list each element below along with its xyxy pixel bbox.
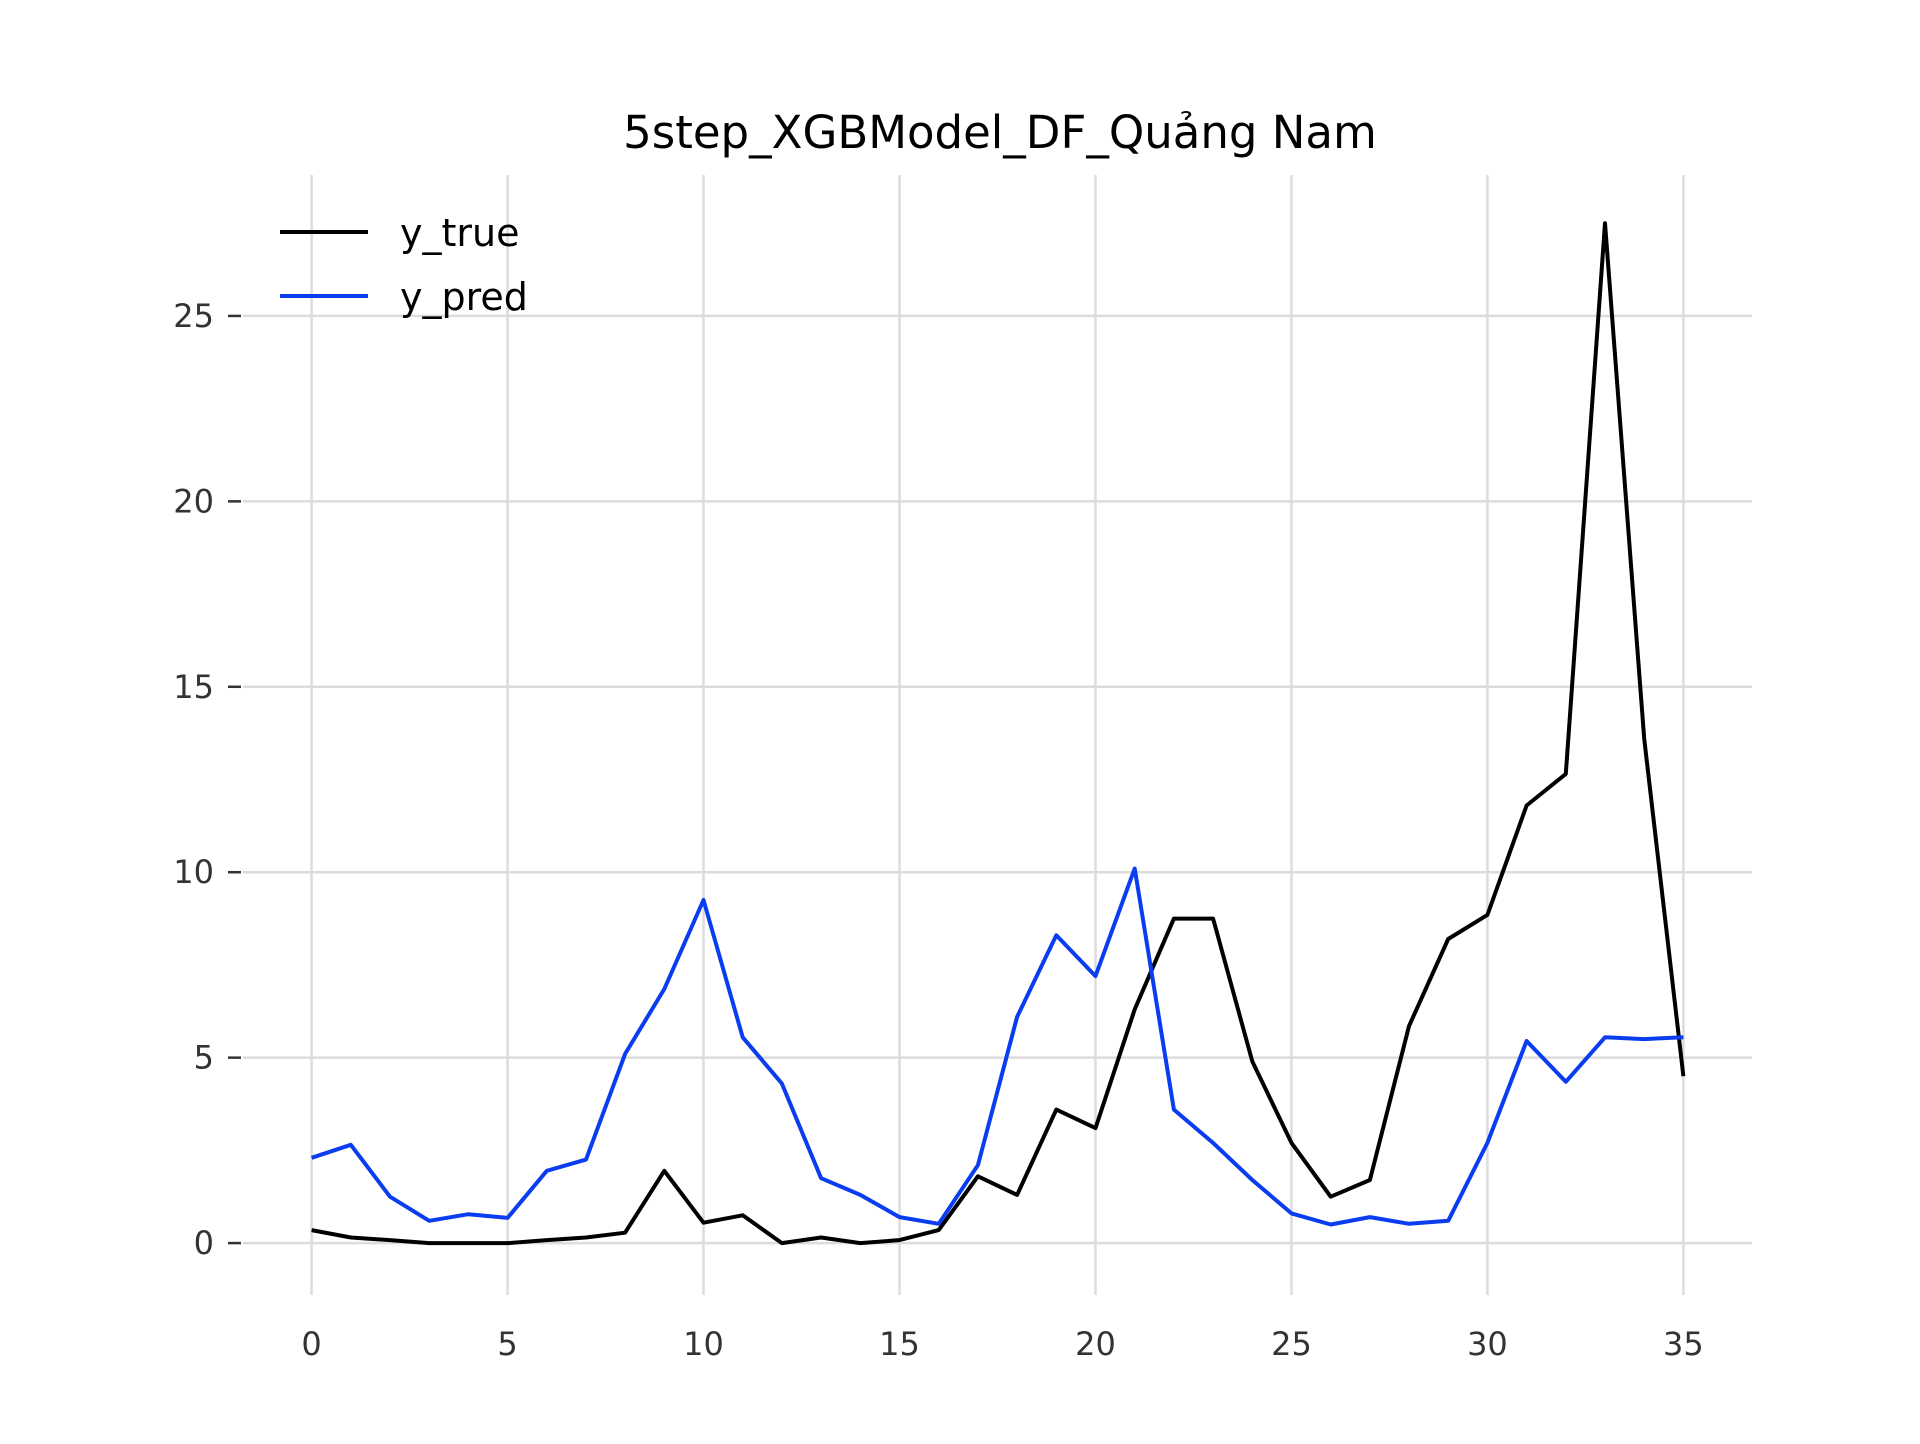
legend-label-y-true: y_true <box>400 211 519 255</box>
x-tick-label: 15 <box>879 1325 920 1363</box>
x-tick-label: 25 <box>1271 1325 1312 1363</box>
series-lines <box>310 221 1686 1246</box>
x-tick-label: 5 <box>497 1325 517 1363</box>
x-tick-label: 10 <box>683 1325 724 1363</box>
y-tick-label: 10 <box>173 853 214 891</box>
legend-label-y-pred: y_pred <box>400 275 528 319</box>
y-tick-label: 0 <box>194 1224 214 1262</box>
chart-title: 5step_XGBModel_DF_Quảng Nam <box>623 106 1377 159</box>
axes: 0 5 10 15 20 25 30 35 0 5 10 15 20 25 <box>173 297 1703 1363</box>
y-tick-label: 20 <box>173 482 214 520</box>
series-line-y-true <box>311 221 1686 1246</box>
grid <box>243 175 1752 1295</box>
y-tick-label: 25 <box>173 297 214 335</box>
series-line-y-pred <box>310 866 1684 1227</box>
y-tick-label: 15 <box>173 668 214 706</box>
x-tick-label: 30 <box>1467 1325 1508 1363</box>
x-tick-label: 20 <box>1075 1325 1116 1363</box>
y-tick-label: 5 <box>194 1039 214 1077</box>
x-tick-label: 35 <box>1663 1325 1704 1363</box>
x-tick-label: 0 <box>301 1325 321 1363</box>
legend: y_true y_pred <box>280 211 528 319</box>
